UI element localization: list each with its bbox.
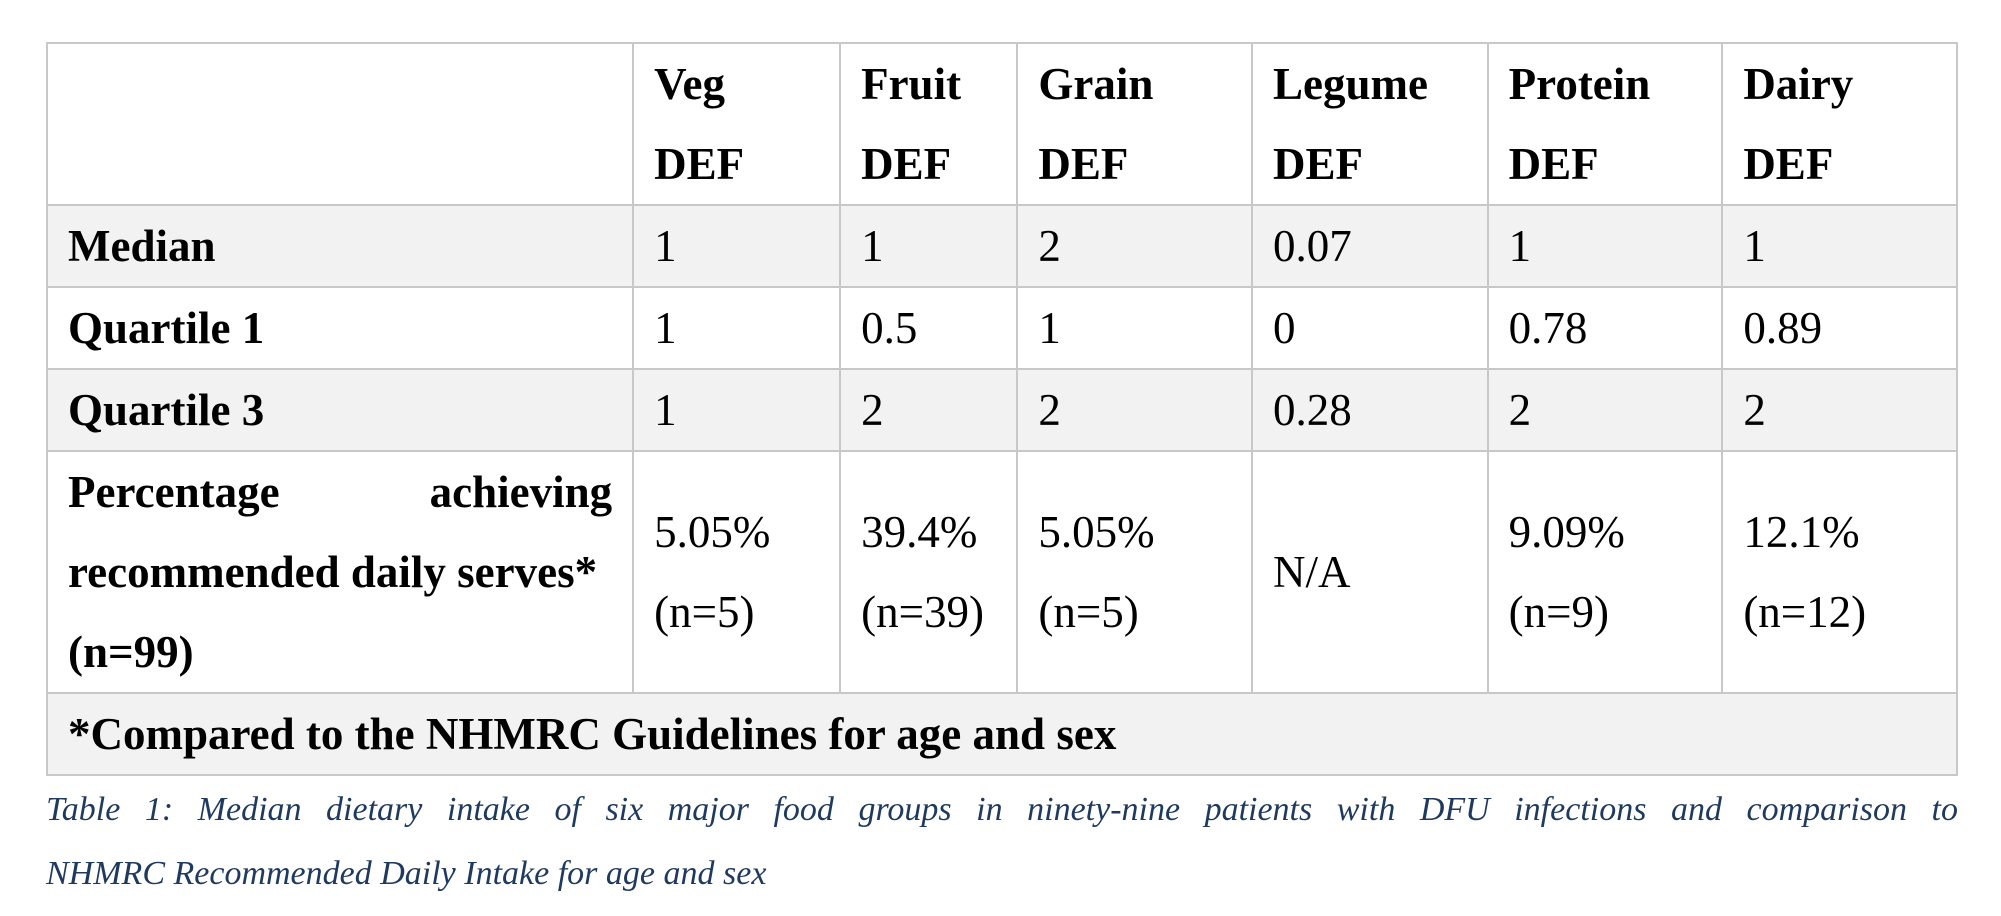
column-header-fruit: Fruit DEF (839, 42, 1019, 206)
table-cell: 9.09% (n=9) (1486, 450, 1724, 694)
table-row-percentage: Percentage achieving recommended daily s… (45, 450, 1958, 694)
table-cell: 1 (1486, 204, 1724, 288)
table-caption: Table 1: Median dietary intake of six ma… (46, 791, 1958, 892)
dietary-intake-table: Veg DEF Fruit DEF Grain DEF Legume DEF P… (45, 42, 1958, 776)
table-cell: 0.89 (1721, 286, 1958, 370)
table-row-median: Median 1 1 2 0.07 1 1 (45, 204, 1958, 288)
row-label: Percentage achieving recommended daily s… (45, 450, 635, 694)
table-cell: 5.05% (n=5) (1016, 450, 1253, 694)
table-cell: 1 (632, 286, 842, 370)
table-cell: 0.07 (1251, 204, 1489, 288)
row-label: Quartile 3 (45, 368, 635, 452)
column-header-legume: Legume DEF (1251, 42, 1489, 206)
table-cell: 1 (1016, 286, 1253, 370)
table-row-quartile-3: Quartile 3 1 2 2 0.28 2 2 (45, 368, 1958, 452)
table-cell: 1 (632, 368, 842, 452)
table-cell: 1 (632, 204, 842, 288)
table-cell: 0.78 (1486, 286, 1724, 370)
column-header-dairy: Dairy DEF (1721, 42, 1958, 206)
table-cell: 0 (1251, 286, 1489, 370)
table-footnote-row: *Compared to the NHMRC Guidelines for ag… (46, 692, 1958, 776)
row-label: Quartile 1 (45, 286, 635, 370)
table-figure: Veg DEF Fruit DEF Grain DEF Legume DEF P… (45, 42, 1958, 906)
table-cell: 12.1% (n=12) (1721, 450, 1958, 694)
table-cell: 2 (1721, 368, 1958, 452)
table-cell: 0.5 (839, 286, 1019, 370)
table-cell: 1 (1721, 204, 1958, 288)
column-header-protein: Protein DEF (1486, 42, 1724, 206)
table-cell: N/A (1251, 450, 1489, 694)
table-cell: 1 (839, 204, 1019, 288)
table-row-quartile-1: Quartile 1 1 0.5 1 0 0.78 0.89 (45, 286, 1958, 370)
table-cell: 2 (1016, 368, 1253, 452)
header-row: Veg DEF Fruit DEF Grain DEF Legume DEF P… (45, 42, 1958, 206)
table-cell: 39.4% (n=39) (839, 450, 1019, 694)
column-header-veg: Veg DEF (632, 42, 842, 206)
table-cell: 0.28 (1251, 368, 1489, 452)
table-cell: 5.05% (n=5) (632, 450, 842, 694)
column-header-grain: Grain DEF (1016, 42, 1253, 206)
table-footnote: *Compared to the NHMRC Guidelines for ag… (46, 692, 1958, 776)
table-cell: 2 (839, 368, 1019, 452)
header-empty-cell (45, 42, 635, 206)
row-label: Median (45, 204, 635, 288)
table-cell: 2 (1016, 204, 1253, 288)
table-cell: 2 (1486, 368, 1724, 452)
